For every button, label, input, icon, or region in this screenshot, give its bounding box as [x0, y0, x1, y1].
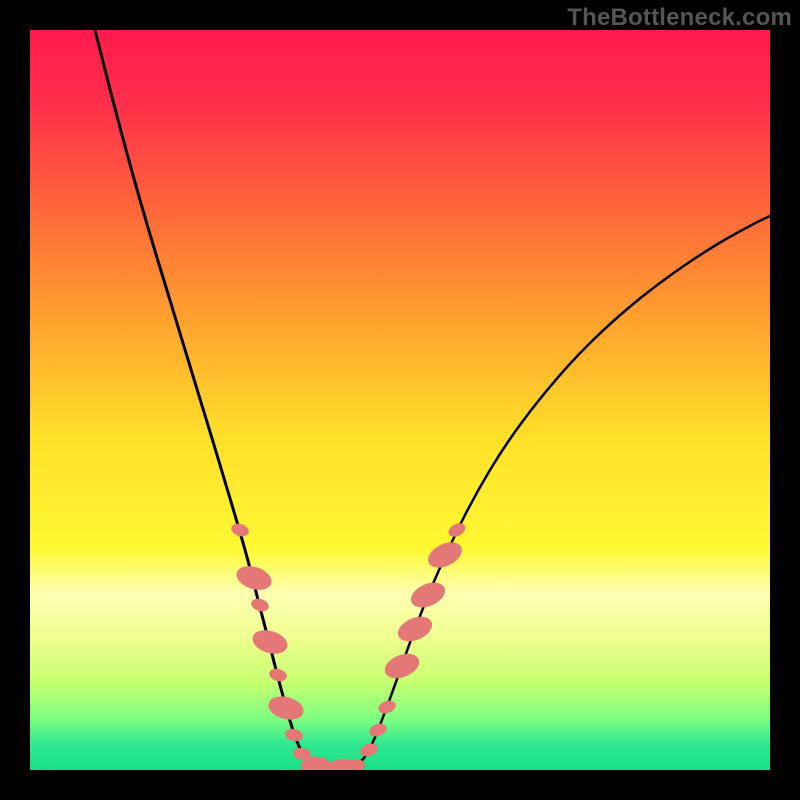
watermark-text: TheBottleneck.com — [567, 4, 792, 32]
plot-svg — [30, 30, 770, 770]
chart-container: TheBottleneck.com — [0, 0, 800, 800]
plot-area — [30, 30, 770, 770]
